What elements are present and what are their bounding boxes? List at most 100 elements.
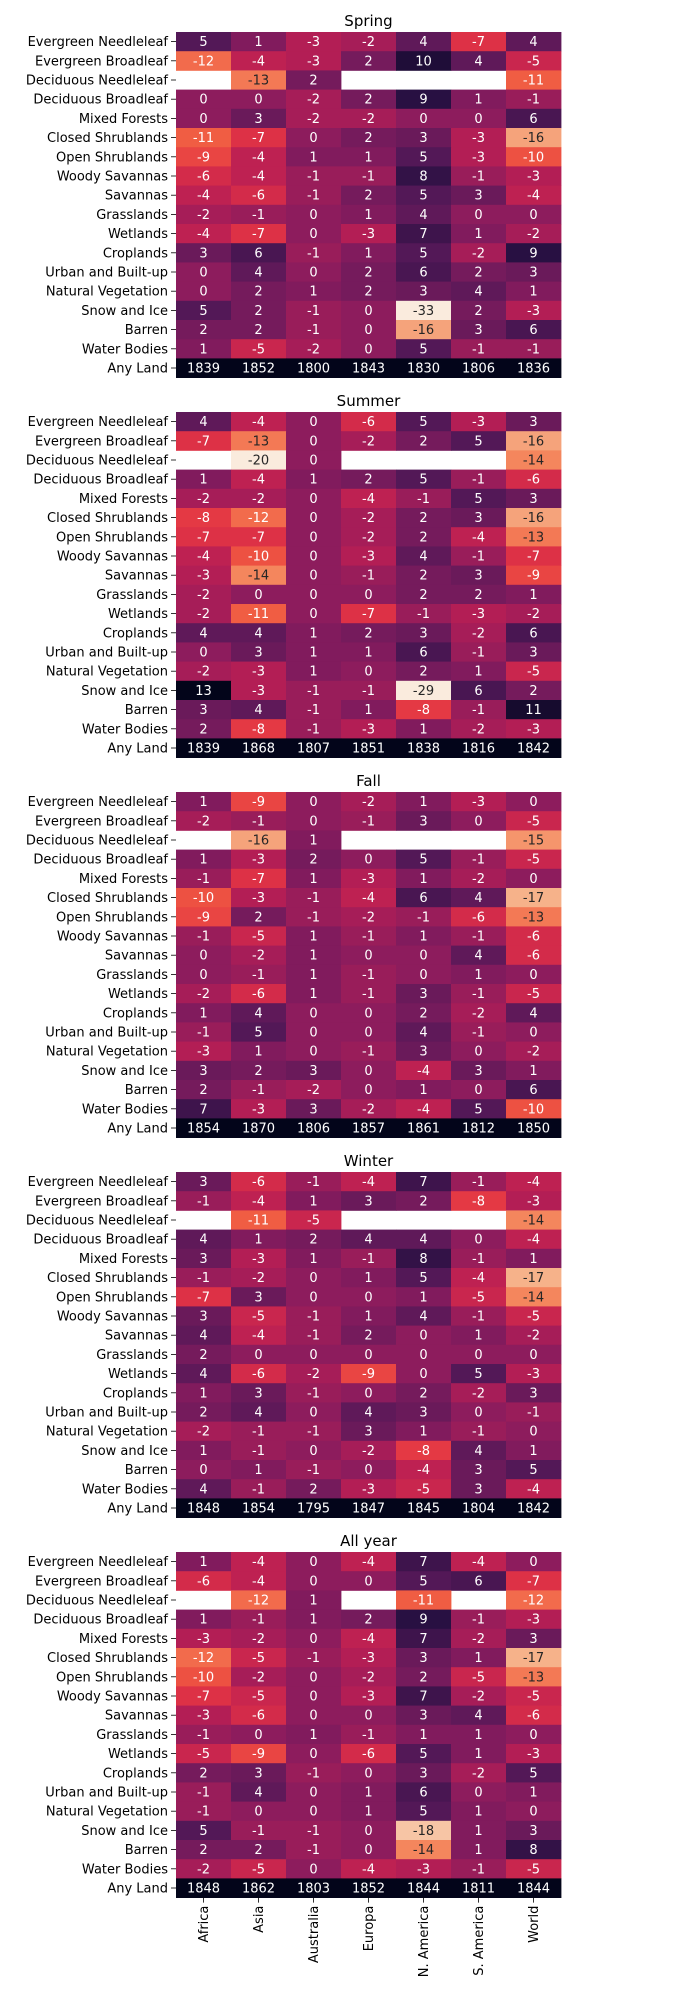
cell-value: 2 xyxy=(364,1329,372,1344)
heatmap-cell xyxy=(396,1479,452,1499)
cell-value: 5 xyxy=(419,342,427,357)
heatmap-cell xyxy=(286,358,342,378)
cell-value: -16 xyxy=(413,323,434,338)
row-label: Grasslands xyxy=(96,1728,168,1743)
cell-value: -3 xyxy=(362,1482,375,1497)
cell-value: 1 xyxy=(309,665,317,680)
cell-value: 1 xyxy=(309,930,317,945)
cell-value: 2 xyxy=(419,511,427,526)
cell-value: 2 xyxy=(364,626,372,641)
heatmap-cell xyxy=(286,431,342,451)
heatmap-cell xyxy=(451,1402,507,1422)
heatmap-cell xyxy=(176,320,232,340)
cell-value: 1 xyxy=(529,588,537,603)
cell-value: 1 xyxy=(199,473,207,488)
cell-value: 0 xyxy=(474,814,482,829)
cell-value: -3 xyxy=(362,722,375,737)
cell-value: -3 xyxy=(362,1651,375,1666)
cell-value: 0 xyxy=(419,949,427,964)
row-label: Open Shrublands xyxy=(56,150,168,165)
heatmap-cell xyxy=(176,661,232,682)
cell-value: -4 xyxy=(252,170,265,185)
panel-title: Summer xyxy=(337,392,401,410)
heatmap-cell xyxy=(231,984,287,1004)
heatmap-cell xyxy=(341,1364,397,1384)
heatmap-cell xyxy=(341,339,397,359)
heatmap-cell xyxy=(231,1268,287,1288)
heatmap-cell xyxy=(451,1060,507,1081)
cell-value: 1 xyxy=(309,1594,317,1609)
heatmap-cell xyxy=(506,1609,562,1630)
cell-value: 4 xyxy=(364,1406,372,1421)
heatmap-cell xyxy=(396,1287,452,1307)
heatmap-cell xyxy=(231,224,287,244)
cell-value: -15 xyxy=(523,834,544,849)
heatmap-cell xyxy=(231,907,287,927)
cell-value: -4 xyxy=(252,1555,265,1570)
cell-value: -1 xyxy=(307,170,320,185)
heatmap-cell xyxy=(231,1820,287,1841)
heatmap-cell xyxy=(506,700,562,720)
cell-value: -1 xyxy=(362,1252,375,1267)
heatmap-cell xyxy=(341,281,397,302)
cell-value: 2 xyxy=(419,1006,427,1021)
cell-value: 1 xyxy=(529,1064,537,1079)
cell-value: 1 xyxy=(529,1786,537,1801)
heatmap-cell xyxy=(506,128,562,148)
cell-value: 3 xyxy=(529,415,537,430)
heatmap-cell xyxy=(286,450,342,470)
heatmap-cell xyxy=(341,1440,397,1461)
heatmap-cell xyxy=(506,243,562,263)
cell-value: 3 xyxy=(254,112,262,127)
heatmap-cell xyxy=(506,320,562,340)
row-label: Urban and Built-up xyxy=(45,1026,168,1041)
heatmap-cell xyxy=(286,604,342,624)
row-label: Natural Vegetation xyxy=(46,1425,168,1440)
row-label: Mixed Forests xyxy=(79,112,168,127)
cell-value: 7 xyxy=(419,1690,427,1705)
heatmap-cell xyxy=(176,868,232,889)
heatmap-cell xyxy=(396,1364,452,1384)
cell-value: -2 xyxy=(252,1271,265,1286)
cell-value: -4 xyxy=(252,150,265,165)
column-label: N. America xyxy=(417,1906,432,1978)
heatmap-cell xyxy=(286,1099,342,1119)
heatmap-cell xyxy=(396,964,452,985)
cell-value: -10 xyxy=(523,150,544,165)
cell-value: 6 xyxy=(419,646,427,661)
row-label: Deciduous Broadleaf xyxy=(33,1233,168,1248)
heatmap-cell xyxy=(176,1118,232,1138)
heatmap-cell xyxy=(506,1118,562,1138)
heatmap-cell xyxy=(396,1099,452,1119)
heatmap-cell xyxy=(396,1172,452,1192)
heatmap-cell xyxy=(451,1744,507,1764)
cell-value: 1 xyxy=(309,1194,317,1209)
heatmap-cell xyxy=(231,719,287,739)
heatmap-cell xyxy=(506,868,562,889)
cell-value: -4 xyxy=(472,1555,485,1570)
heatmap-cell xyxy=(506,51,562,71)
cell-value: 1816 xyxy=(462,742,495,757)
cell-value: 2 xyxy=(419,1386,427,1401)
heatmap-cell xyxy=(506,1287,562,1307)
cell-value: -4 xyxy=(417,1102,430,1117)
cell-value: 0 xyxy=(419,1367,427,1382)
row-label: Barren xyxy=(125,1843,168,1858)
heatmap-cell xyxy=(396,1041,452,1062)
cell-value: -6 xyxy=(472,910,485,925)
heatmap-cell xyxy=(506,300,562,321)
heatmap-cell xyxy=(286,300,342,321)
cell-value: 5 xyxy=(419,1271,427,1286)
cell-value: -5 xyxy=(527,1310,540,1325)
cell-value: 1 xyxy=(474,1824,482,1839)
cell-value: 2 xyxy=(199,1766,207,1781)
cell-value: 1848 xyxy=(187,1882,220,1897)
heatmap-cell xyxy=(451,488,507,509)
heatmap-cell xyxy=(506,281,562,302)
cell-value: -5 xyxy=(252,1690,265,1705)
heatmap-cell xyxy=(231,1667,287,1687)
heatmap-cell xyxy=(506,926,562,946)
cell-value: 4 xyxy=(199,1482,207,1497)
heatmap-cell xyxy=(176,1268,232,1288)
heatmap-cell xyxy=(396,1229,452,1250)
